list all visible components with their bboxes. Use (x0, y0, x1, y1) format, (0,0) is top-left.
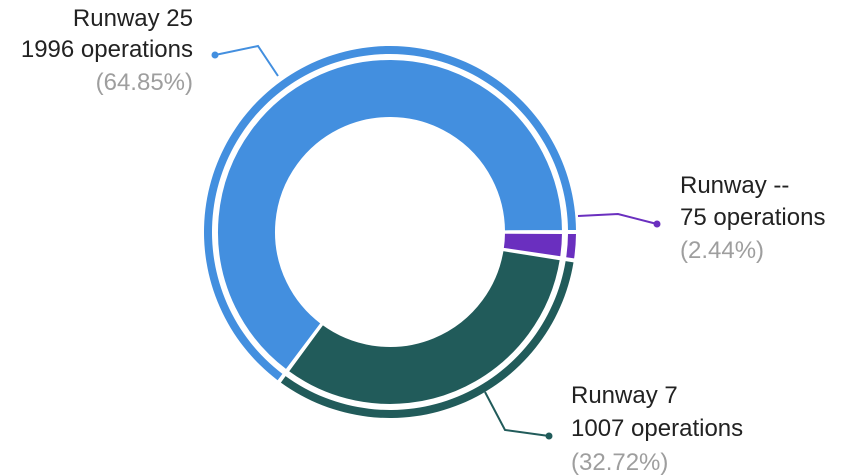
callout-runway-dash: Runway -- 75 operations (2.44%) (680, 172, 825, 264)
label-runway-dash-percent: (2.44%) (680, 237, 764, 264)
slice-runway_25[interactable] (216, 58, 565, 372)
callout-runway-7: Runway 7 1007 operations (32.72%) (571, 382, 743, 476)
leader-line-runway_25 (214, 44, 279, 77)
leader-line-runway_7 (484, 391, 550, 437)
slice-outer-ring-runway_7 (280, 261, 574, 418)
label-runway-7-percent: (32.72%) (571, 449, 668, 476)
leader-lines-group (211, 44, 661, 440)
leader-dot-runway_7 (545, 432, 553, 440)
label-runway-25-percent: (64.85%) (96, 69, 193, 96)
leader-dot-runway_dash (653, 220, 661, 228)
slices-group (204, 46, 576, 418)
label-runway-7-name: Runway 7 (571, 382, 678, 409)
callout-runway-25: Runway 25 1996 operations (64.85%) (21, 5, 193, 96)
label-runway-dash-operations: 75 operations (680, 204, 825, 231)
label-runway-25-operations: 1996 operations (21, 36, 193, 63)
leader-dot-runway_25 (211, 51, 219, 59)
leader-line-runway_dash (577, 212, 658, 225)
slice-runway_dash[interactable] (501, 231, 565, 259)
slice-outer-ring-runway_dash (566, 233, 576, 259)
slice-runway_7[interactable] (286, 248, 562, 406)
label-runway-25-name: Runway 25 (73, 5, 193, 32)
label-runway-7-operations: 1007 operations (571, 415, 743, 442)
label-runway-dash-name: Runway -- (680, 172, 789, 199)
